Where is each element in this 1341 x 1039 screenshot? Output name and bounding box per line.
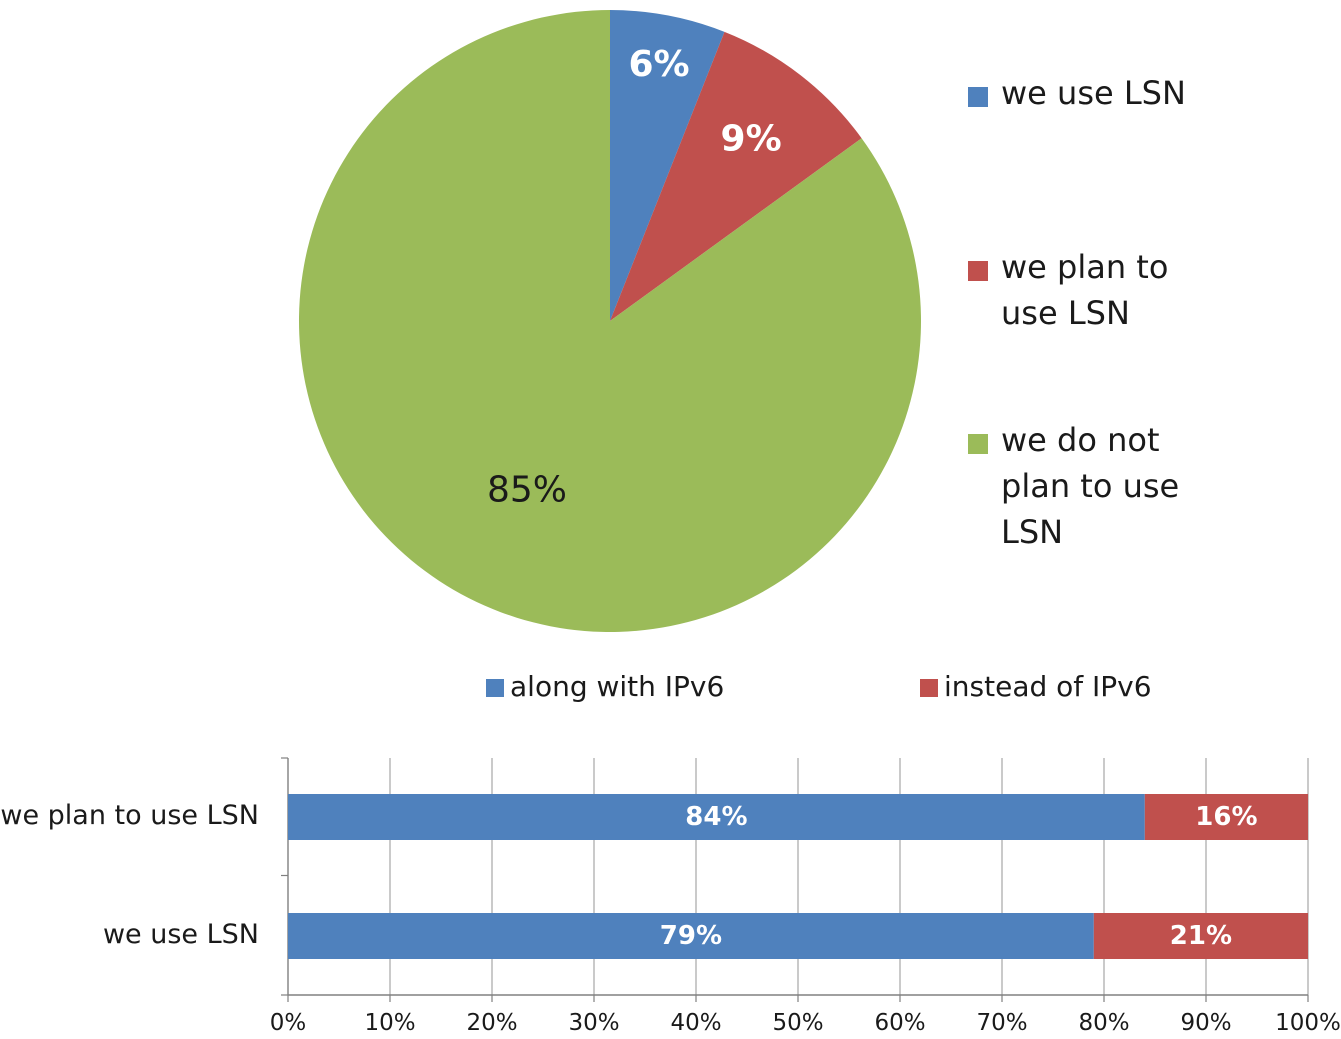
pie-slice-label-2: 85% — [487, 470, 567, 511]
legend-label-plan: we plan to use LSN — [1001, 248, 1169, 332]
legend-swatch-plan — [968, 261, 988, 281]
bar-data-label-0-0: 84% — [685, 802, 747, 832]
bar-segment-1-0 — [288, 913, 1094, 959]
bar-data-label-0-1: 16% — [1195, 802, 1257, 832]
legend-label-not-plan: we do not plan to use LSN — [1001, 421, 1180, 551]
pie-slice-2 — [298, 10, 921, 632]
bar-x-tick-label-8: 80% — [1078, 1010, 1129, 1036]
legend-swatch-not-plan — [968, 434, 988, 454]
bar-x-tick-label-9: 90% — [1180, 1010, 1231, 1036]
bar-segment-0-0 — [288, 794, 1145, 840]
bar-legend-label-along: along with IPv6 — [510, 670, 725, 703]
bar-x-tick-label-1: 10% — [364, 1010, 415, 1036]
bar-x-tick-label-6: 60% — [874, 1010, 925, 1036]
legend-label-use: we use LSN — [1001, 74, 1186, 112]
bar-category-label-use: we use LSN — [102, 919, 259, 950]
bar-x-tick-label-10: 100% — [1275, 1010, 1341, 1036]
bar-x-tick-label-4: 40% — [670, 1010, 721, 1036]
bar-data-label-1-1: 21% — [1170, 921, 1232, 951]
bar-x-tick-label-3: 30% — [568, 1010, 619, 1036]
pie-chart: 6% 9% 85% — [298, 10, 921, 632]
bar-x-tick-label-5: 50% — [772, 1010, 823, 1036]
bar-x-tick-label-7: 70% — [976, 1010, 1027, 1036]
bar-category-label-plan: we plan to use LSN — [0, 800, 259, 831]
pie-slice-label-1: 9% — [721, 119, 782, 160]
bar-legend-swatch-along — [486, 679, 504, 697]
pie-slice-1 — [610, 31, 862, 322]
pie-slice-0 — [610, 10, 725, 321]
bar-x-tick-label-0: 0% — [270, 1010, 307, 1036]
bar-segment-1-1 — [1093, 913, 1308, 959]
bar-legend-swatch-instead — [920, 679, 938, 697]
bar-chart: 0% 10% 20% 30% 40% 50% 60% 70% 80% 90% 100% 84% 16% 7… — [270, 757, 1341, 1036]
legend-swatch-use — [968, 87, 988, 107]
bar-x-tick-label-2: 20% — [466, 1010, 517, 1036]
pie-slice-label-0: 6% — [628, 44, 689, 85]
bar-data-label-1-0: 79% — [660, 921, 722, 951]
bar-segment-0-1 — [1144, 794, 1308, 840]
bar-legend-label-instead: instead of IPv6 — [944, 670, 1152, 703]
